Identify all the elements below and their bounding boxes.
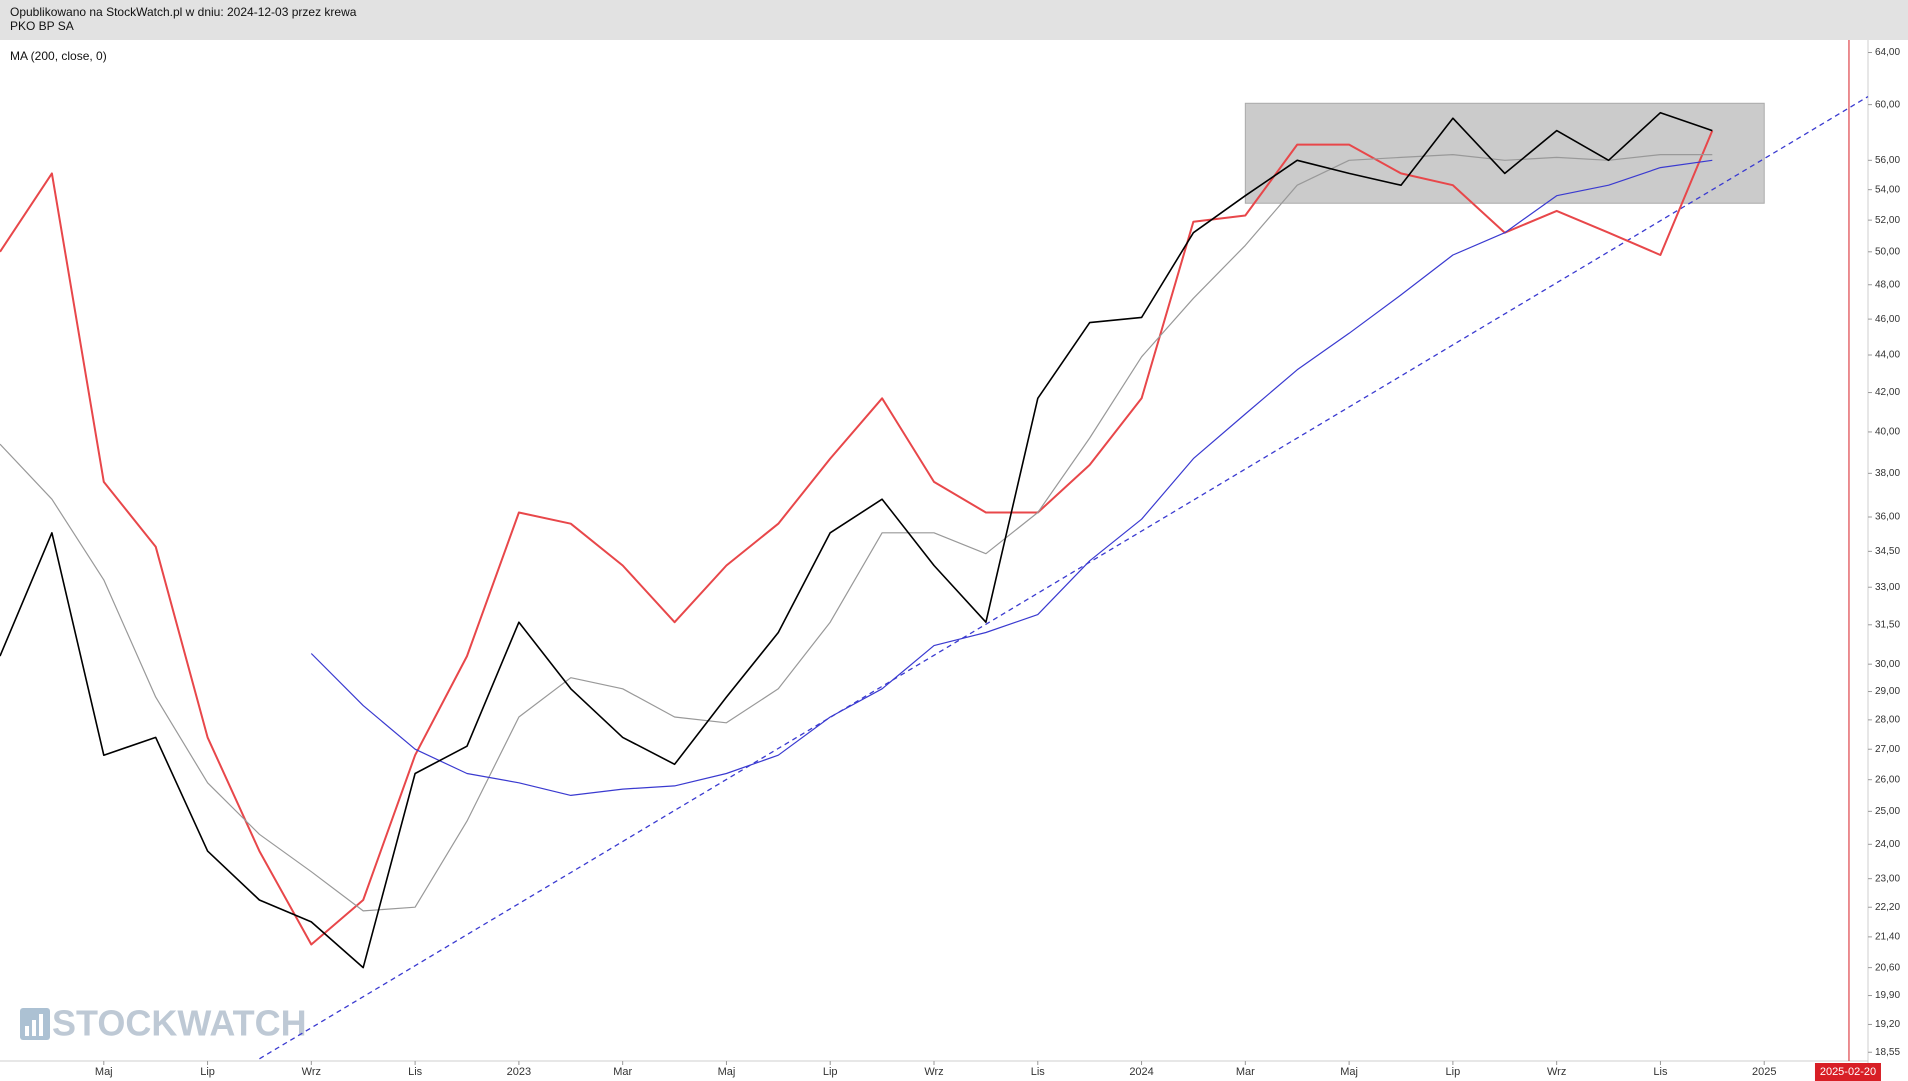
series-line — [0, 111, 1713, 969]
y-tick-label: 54,00 — [1875, 184, 1900, 195]
trendline — [259, 96, 1869, 1060]
x-tick-label: 2023 — [507, 1066, 531, 1078]
y-tick-label: 31,50 — [1875, 619, 1900, 630]
x-tick-label: 2025 — [1752, 1066, 1776, 1078]
x-tick-label: Maj — [718, 1066, 736, 1078]
y-tick-label: 29,00 — [1875, 686, 1900, 697]
y-tick-label: 42,00 — [1875, 387, 1900, 398]
instrument-name: PKO BP SA — [10, 19, 74, 33]
y-tick-label: 22,20 — [1875, 902, 1900, 913]
y-tick-label: 44,00 — [1875, 350, 1900, 361]
x-tick-label: Lis — [1031, 1066, 1046, 1078]
y-tick-label: 21,40 — [1875, 932, 1900, 943]
y-tick-label: 26,00 — [1875, 774, 1900, 785]
series-line — [0, 154, 1713, 912]
y-tick-label: 52,00 — [1875, 215, 1900, 226]
y-tick-label: 38,00 — [1875, 468, 1900, 479]
y-tick-label: 56,00 — [1875, 155, 1900, 166]
range-box — [1244, 102, 1765, 204]
y-tick-label: 64,00 — [1875, 47, 1900, 58]
series-line — [310, 159, 1713, 796]
x-tick-label: Lis — [1653, 1066, 1668, 1078]
publish-info: Opublikowano na StockWatch.pl w dniu: 20… — [10, 5, 357, 19]
legend-label: MA (200, close, 0) — [10, 49, 107, 63]
y-tick-label: 18,55 — [1875, 1047, 1900, 1058]
x-tick-label: Wrz — [302, 1066, 321, 1078]
y-tick-label: 46,00 — [1875, 314, 1900, 325]
header-bar — [0, 0, 1908, 40]
x-tick-label: Wrz — [924, 1066, 943, 1078]
y-tick-label: 30,00 — [1875, 659, 1900, 670]
x-tick-label: Lip — [1446, 1066, 1461, 1078]
y-tick-label: 27,00 — [1875, 744, 1900, 755]
x-tick-label: 2024 — [1129, 1066, 1153, 1078]
x-tick-label: Maj — [1340, 1066, 1358, 1078]
date-marker-tag — [1814, 1063, 1881, 1081]
y-tick-label: 33,00 — [1875, 582, 1900, 593]
y-tick-label: 25,00 — [1875, 806, 1900, 817]
y-tick-label: 24,00 — [1875, 839, 1900, 850]
y-tick-label: 28,00 — [1875, 715, 1900, 726]
y-tick-label: 19,90 — [1875, 990, 1900, 1001]
y-tick-label: 60,00 — [1875, 99, 1900, 110]
series-line — [0, 130, 1714, 946]
x-tick-label: Lip — [200, 1066, 215, 1078]
y-tick-label: 20,60 — [1875, 962, 1900, 973]
y-tick-label: 36,00 — [1875, 512, 1900, 523]
x-tick-label: Mar — [1236, 1066, 1255, 1078]
x-tick-label: Wrz — [1547, 1066, 1566, 1078]
y-tick-label: 50,00 — [1875, 246, 1900, 257]
x-tick-label: Lip — [823, 1066, 838, 1078]
x-tick-label: Maj — [95, 1066, 113, 1078]
y-tick-label: 48,00 — [1875, 279, 1900, 290]
date-marker-label: 2025-02-20 — [1820, 1066, 1876, 1078]
x-tick-label: Mar — [613, 1066, 632, 1078]
y-tick-label: 19,20 — [1875, 1019, 1900, 1030]
x-tick-label: Lis — [408, 1066, 423, 1078]
y-tick-label: 40,00 — [1875, 427, 1900, 438]
watermark: STOCKWATCH — [52, 1003, 307, 1044]
watermark-logo — [20, 1008, 50, 1040]
y-tick-label: 23,00 — [1875, 873, 1900, 884]
y-tick-label: 34,50 — [1875, 546, 1900, 557]
